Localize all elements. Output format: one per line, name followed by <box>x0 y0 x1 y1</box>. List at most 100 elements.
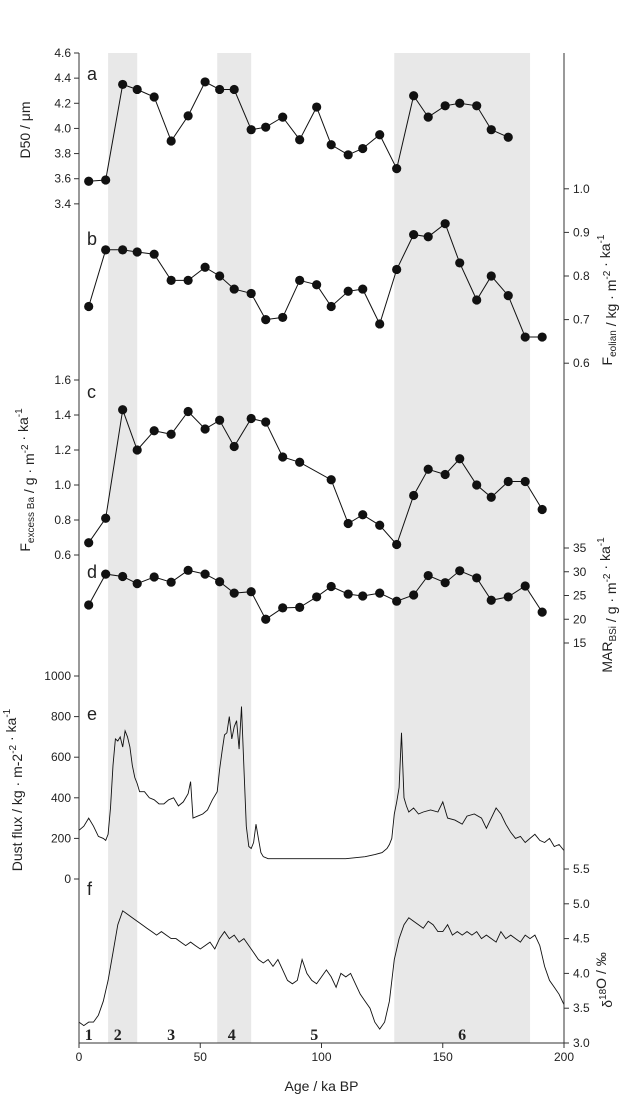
data-point-b <box>392 264 402 275</box>
y-tick-label-c: 0.6 <box>54 548 71 562</box>
data-point-b <box>326 301 336 312</box>
data-point-c <box>229 441 239 452</box>
y-tick-label-e: 1000 <box>44 669 71 683</box>
data-point-b <box>101 245 111 255</box>
data-point-a <box>326 140 336 150</box>
series-line-e <box>78 706 565 860</box>
data-point-c <box>215 415 225 425</box>
data-point-a <box>246 125 256 135</box>
data-point-b <box>84 301 94 312</box>
data-point-c <box>486 492 496 502</box>
data-point-c <box>295 457 305 467</box>
axis-labels: Age / ka BP 1 2 3 4 5 6 a D50 / μm b Feolian / kg … <box>2 64 619 1094</box>
data-point-d <box>149 572 159 582</box>
data-point-a <box>440 101 450 111</box>
data-point-d <box>312 592 322 602</box>
data-point-c <box>392 539 402 550</box>
panel-letter-e: e <box>87 704 97 724</box>
axes: 0 50 100 150 2003.43.63.84.04.24.44.60.60.70… <box>44 46 590 1064</box>
x-tick-label: 50 <box>194 1050 208 1064</box>
panel-letter-d: d <box>87 562 97 582</box>
data-point-d <box>440 578 450 588</box>
y-axis-title-d: MARBSi / g · m-2 · ka-1 <box>596 537 619 673</box>
data-point-d <box>118 571 128 582</box>
data-point-a <box>472 101 482 111</box>
data-point-b <box>183 275 193 285</box>
data-point-d <box>423 570 433 581</box>
y-axis-title-b: Feolian / kg · m-2 · ka-1 <box>596 234 619 365</box>
data-series <box>78 77 565 1030</box>
data-point-c <box>183 406 193 417</box>
data-point-d <box>409 590 419 600</box>
x-tick-label: 0 <box>76 1050 83 1064</box>
data-point-c <box>246 413 256 424</box>
data-point-c <box>409 490 419 501</box>
y-tick-label-a: 3.6 <box>54 172 71 186</box>
data-point-d <box>101 569 111 579</box>
x-tick-label: 200 <box>554 1050 574 1064</box>
y-tick-label-f: 4.0 <box>573 966 590 980</box>
data-point-a <box>312 102 322 112</box>
data-point-d <box>215 577 225 587</box>
y-tick-label-f: 5.0 <box>573 897 590 911</box>
data-point-c <box>503 476 513 487</box>
data-point-d <box>295 602 305 612</box>
y-tick-label-c: 1.4 <box>54 408 71 422</box>
data-point-d <box>84 600 94 610</box>
data-point-a <box>84 176 94 186</box>
panel-letter-b: b <box>87 229 97 249</box>
y-axis-title-a: D50 / μm <box>17 101 33 158</box>
y-tick-label-d: 20 <box>573 612 587 626</box>
data-point-c <box>278 452 288 462</box>
data-point-d <box>343 589 353 599</box>
y-tick-label-c: 1.0 <box>54 478 71 492</box>
data-point-b <box>503 291 513 301</box>
data-point-d <box>520 581 530 591</box>
data-point-b <box>149 249 159 259</box>
data-point-d <box>537 607 547 617</box>
data-point-d <box>200 569 210 579</box>
data-point-b <box>423 232 433 242</box>
y-tick-label-e: 800 <box>51 710 71 724</box>
y-tick-label-c: 1.2 <box>54 443 71 457</box>
data-point-a <box>215 84 225 95</box>
data-point-b <box>229 284 239 294</box>
y-tick-label-c: 1.6 <box>54 373 71 387</box>
y-tick-label-e: 600 <box>51 750 71 764</box>
data-point-c <box>149 426 159 436</box>
data-point-c <box>472 480 482 490</box>
data-point-d <box>166 577 176 587</box>
series-line-c <box>88 409 543 546</box>
data-point-c <box>455 454 465 464</box>
mis-stage-label: 6 <box>458 1027 466 1044</box>
panel-letter-c: c <box>87 382 96 402</box>
data-point-c <box>84 538 94 548</box>
data-point-a <box>343 150 353 160</box>
data-point-a <box>229 84 239 95</box>
data-point-c <box>166 429 176 439</box>
data-point-c <box>261 417 271 427</box>
data-point-d <box>278 603 288 613</box>
y-tick-label-e: 0 <box>64 872 71 886</box>
data-point-d <box>358 591 368 601</box>
shaded-glacial-intervals <box>108 53 531 1043</box>
data-point-b <box>520 332 530 342</box>
data-point-b <box>312 280 322 290</box>
shaded-interval <box>394 53 531 1043</box>
data-point-a <box>101 175 111 185</box>
y-tick-label-a: 4.2 <box>54 96 71 110</box>
data-point-a <box>183 111 193 121</box>
data-point-b <box>486 271 496 281</box>
data-point-a <box>409 91 419 101</box>
data-point-c <box>343 518 353 529</box>
data-point-a <box>423 112 433 122</box>
y-tick-label-f: 3.0 <box>573 1036 590 1050</box>
y-tick-label-a: 4.0 <box>54 121 71 135</box>
data-point-a <box>375 130 385 140</box>
data-point-c <box>118 405 128 415</box>
data-point-b <box>537 332 547 342</box>
data-point-c <box>375 520 385 530</box>
mis-stage-label: 2 <box>114 1027 122 1044</box>
y-tick-label-c: 0.8 <box>54 513 71 527</box>
